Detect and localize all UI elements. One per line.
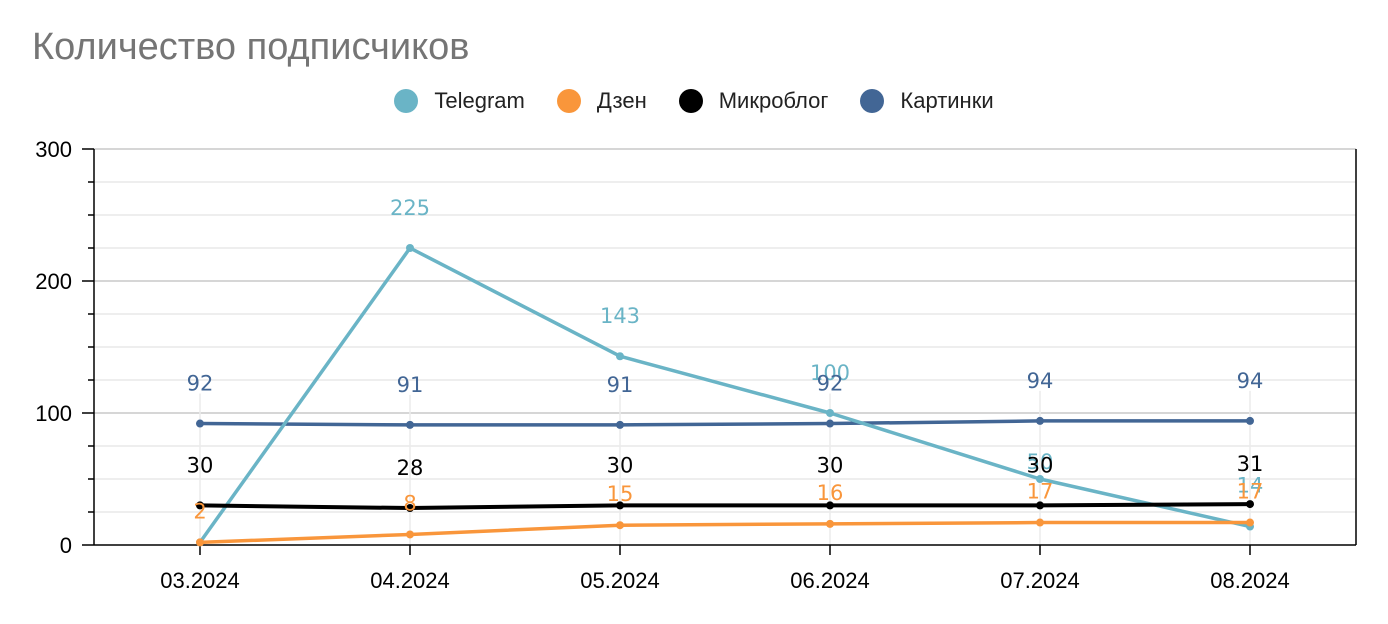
legend-label-pictures: Картинки	[900, 88, 994, 113]
x-tick-label: 07.2024	[1000, 568, 1080, 593]
data-label-telegram: 225	[390, 196, 430, 220]
legend-marker-pictures	[860, 89, 885, 113]
legend-item-dzen[interactable]: Дзен	[556, 88, 647, 114]
data-point-pictures[interactable]	[406, 420, 414, 429]
data-label-dzen: 8	[403, 491, 416, 515]
data-label-pictures: 92	[817, 372, 844, 396]
y-tick-label: 100	[35, 401, 72, 426]
data-point-dzen[interactable]	[1246, 518, 1254, 527]
data-label-pictures: 94	[1027, 369, 1054, 393]
data-point-microblog[interactable]	[196, 501, 204, 510]
data-label-microblog: 31	[1237, 452, 1264, 476]
data-label-microblog: 30	[187, 453, 214, 477]
legend-marker-telegram	[394, 89, 419, 113]
legend-label-microblog: Микроблог	[718, 88, 829, 113]
legend-marker-microblog	[678, 89, 703, 113]
legend-label-dzen: Дзен	[596, 88, 647, 113]
data-point-telegram[interactable]	[406, 244, 414, 252]
data-point-dzen[interactable]	[196, 538, 204, 547]
legend-item-microblog[interactable]: Микроблог	[678, 88, 829, 114]
data-point-microblog[interactable]	[1036, 501, 1044, 510]
data-label-telegram: 143	[600, 304, 640, 328]
data-label-microblog: 30	[607, 453, 634, 477]
legend-item-telegram[interactable]: Telegram	[394, 88, 525, 114]
data-label-telegram: 50	[1027, 450, 1054, 474]
x-tick-label: 08.2024	[1210, 568, 1290, 593]
series-line-pictures[interactable]	[199, 419, 1250, 427]
data-point-telegram[interactable]	[826, 409, 834, 417]
data-point-dzen[interactable]	[1036, 518, 1044, 527]
data-label-pictures: 92	[187, 372, 214, 396]
data-label-microblog: 30	[1027, 453, 1054, 477]
data-label-dzen: 16	[817, 481, 844, 505]
series-line-telegram[interactable]	[198, 246, 1251, 544]
series-line-microblog[interactable]	[199, 502, 1251, 511]
data-point-dzen[interactable]	[826, 519, 834, 528]
data-label-telegram: 100	[810, 361, 850, 385]
data-point-telegram[interactable]	[616, 352, 624, 361]
legend-marker-dzen	[556, 89, 581, 113]
x-tick-label: 03.2024	[160, 568, 240, 593]
y-tick-label: 200	[35, 269, 72, 294]
chart-title: Количество подписчиков	[32, 26, 470, 68]
data-point-dzen[interactable]	[406, 530, 414, 539]
data-point-telegram[interactable]	[1036, 475, 1044, 483]
data-point-pictures[interactable]	[1246, 416, 1254, 425]
data-point-pictures[interactable]	[616, 420, 624, 429]
legend-item-pictures[interactable]: Картинки	[860, 88, 994, 114]
data-label-dzen: 17	[1237, 480, 1264, 504]
y-tick-label: 300	[35, 137, 72, 162]
series-line-dzen[interactable]	[199, 520, 1250, 545]
data-label-pictures: 91	[397, 373, 424, 397]
x-tick-label: 05.2024	[580, 568, 660, 593]
x-tick-label: 04.2024	[370, 568, 450, 593]
data-label-dzen: 17	[1027, 480, 1054, 504]
data-point-microblog[interactable]	[826, 501, 834, 510]
data-point-microblog[interactable]	[406, 504, 414, 513]
x-tick-label: 06.2024	[790, 568, 870, 593]
data-point-microblog[interactable]	[616, 501, 624, 510]
legend: Telegram Дзен Микроблог Картинки	[0, 88, 1388, 114]
data-point-dzen[interactable]	[616, 521, 624, 530]
data-point-pictures[interactable]	[1036, 416, 1044, 425]
data-label-microblog: 30	[817, 453, 844, 477]
data-label-dzen: 15	[607, 482, 634, 506]
data-label-dzen: 2	[193, 499, 206, 523]
data-point-microblog[interactable]	[1246, 500, 1254, 509]
data-point-pictures[interactable]	[826, 419, 834, 428]
data-label-pictures: 94	[1237, 369, 1264, 393]
data-point-pictures[interactable]	[196, 419, 204, 428]
legend-label-telegram: Telegram	[434, 88, 525, 113]
data-label-telegram: 14	[1237, 474, 1264, 498]
data-label-microblog: 28	[397, 456, 424, 480]
y-tick-label: 0	[60, 533, 72, 558]
data-label-pictures: 91	[607, 373, 634, 397]
